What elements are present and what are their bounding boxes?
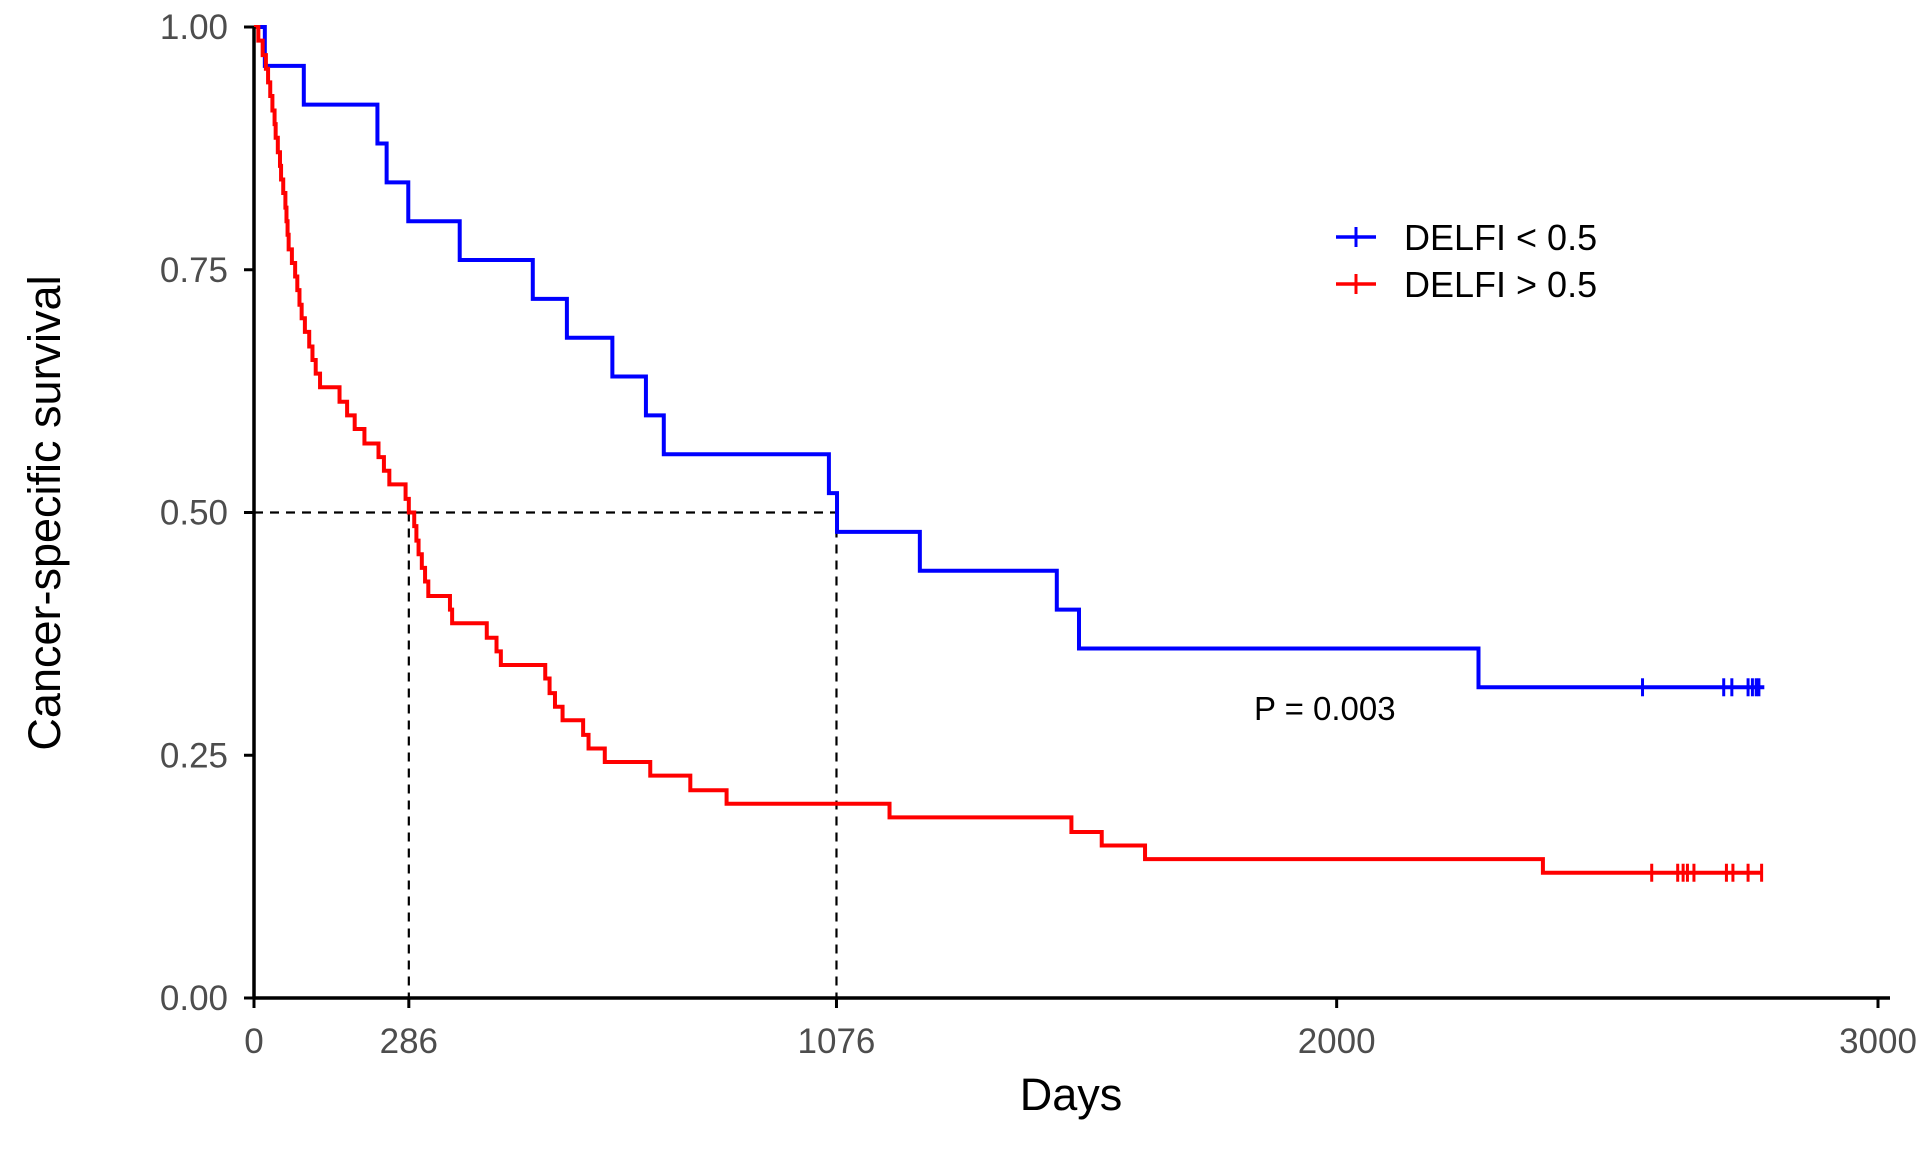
legend-item-delfi-high: DELFI > 0.5 bbox=[1336, 264, 1597, 305]
y-axis-title: Cancer-specific survival bbox=[19, 275, 70, 750]
legend: DELFI < 0.5 DELFI > 0.5 bbox=[1336, 217, 1597, 305]
y-tick-label: 0.25 bbox=[160, 736, 228, 775]
y-tick-label: 1.00 bbox=[160, 8, 228, 47]
survival-curve-delfi-low bbox=[254, 25, 1765, 690]
x-tick-label: 3000 bbox=[1839, 1022, 1917, 1061]
legend-item-delfi-low: DELFI < 0.5 bbox=[1336, 217, 1597, 258]
x-tick-label: 1076 bbox=[798, 1022, 876, 1061]
y-tick-label: 0.00 bbox=[160, 979, 228, 1018]
median-reference-lines bbox=[254, 511, 838, 998]
x-tick-label: 0 bbox=[244, 1022, 263, 1061]
x-axis-title: Days bbox=[1020, 1069, 1123, 1120]
legend-label: DELFI > 0.5 bbox=[1404, 264, 1597, 305]
legend-label: DELFI < 0.5 bbox=[1404, 217, 1597, 258]
survival-curve-delfi-high bbox=[254, 25, 1762, 875]
survival-curves bbox=[254, 25, 1765, 882]
x-tick-label: 2000 bbox=[1298, 1022, 1376, 1061]
y-tick-label: 0.50 bbox=[160, 494, 228, 533]
y-tick-label: 0.75 bbox=[160, 251, 228, 290]
x-tick-label: 286 bbox=[380, 1022, 438, 1061]
p-value-annotation: P = 0.003 bbox=[1254, 690, 1396, 727]
axis-ticks: 0 286 1076 2000 3000 0.00 0.25 0.50 0.75 1.00 bbox=[160, 8, 1917, 1061]
